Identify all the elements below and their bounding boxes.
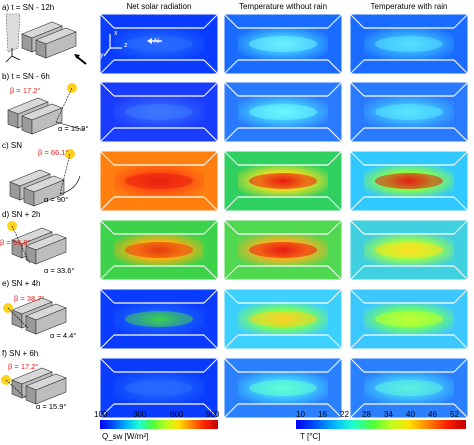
row-label-a: a) t = SN - 12h bbox=[2, 3, 55, 12]
field-panel-r0-c0 bbox=[100, 14, 218, 74]
beam-sketch-a bbox=[5, 13, 87, 65]
beam-sketch-f bbox=[1, 367, 67, 405]
north-arrow-icon bbox=[147, 38, 162, 44]
field-panel-r1-c1 bbox=[224, 82, 342, 142]
alpha-label-f: α = 15.9° bbox=[36, 402, 67, 411]
field-panel-r3-c0 bbox=[100, 220, 218, 280]
row-label-d: d) SN + 2h bbox=[2, 210, 41, 219]
row-label-c: c) SN bbox=[2, 141, 22, 150]
beam-sketch-b bbox=[7, 83, 85, 135]
beam-sketches bbox=[1, 13, 87, 405]
field-panel-r1-c0 bbox=[100, 82, 218, 142]
field-panel-r1-c2 bbox=[350, 82, 468, 142]
alpha-label-e: α = 4.4° bbox=[50, 331, 77, 340]
row-label-f: f) SN + 6h bbox=[2, 349, 39, 358]
beta-label-f: β = 17.2° bbox=[8, 362, 39, 371]
axes-indicator bbox=[103, 34, 122, 57]
temp-tick-2: 22 bbox=[340, 410, 349, 419]
solar-tick-1: 300 bbox=[133, 410, 147, 419]
beam-sketch-d bbox=[7, 221, 67, 265]
north-label: N bbox=[154, 38, 160, 45]
temp-colorbar-label: T [°C] bbox=[300, 432, 321, 441]
temp-tick-4: 34 bbox=[384, 410, 393, 419]
column-header-temp-no-rain: Temperature without rain bbox=[238, 2, 328, 11]
field-panel-r5-c1 bbox=[224, 358, 342, 418]
field-panel-r3-c1 bbox=[224, 220, 342, 280]
field-panel-r5-c2 bbox=[350, 358, 468, 418]
alpha-label-b: α = 15.9° bbox=[58, 124, 89, 133]
temp-tick-5: 40 bbox=[406, 410, 415, 419]
field-panel-r4-c1 bbox=[224, 289, 342, 349]
beta-label-c: β = 66.1° bbox=[38, 148, 69, 157]
column-header-temp-rain: Temperature with rain bbox=[370, 2, 448, 11]
alpha-label-c: α = 90° bbox=[44, 195, 69, 204]
temp-tick-1: 16 bbox=[318, 410, 327, 419]
row-label-e: e) SN + 4h bbox=[2, 279, 41, 288]
solar-tick-0: 100 bbox=[94, 410, 108, 419]
field-panel-r4-c0 bbox=[100, 289, 218, 349]
solar-tick-2: 600 bbox=[170, 410, 184, 419]
solar-colorbar-label: Q_sw [W/m²] bbox=[102, 432, 149, 441]
colorbar-solar bbox=[100, 420, 218, 429]
column-header-net-solar: Net solar radiation bbox=[126, 2, 192, 11]
beta-label-b: β = 17.2° bbox=[10, 86, 41, 95]
field-panel-r2-c2 bbox=[350, 151, 468, 211]
temp-tick-0: 10 bbox=[296, 410, 305, 419]
solar-tick-3: 900 bbox=[206, 410, 220, 419]
axis-x-label: x bbox=[114, 30, 118, 37]
axis-z-label: z bbox=[124, 42, 128, 49]
axis-y-label: y bbox=[100, 52, 104, 59]
field-panel-r5-c0 bbox=[100, 358, 218, 418]
field-panel-r4-c2 bbox=[350, 289, 468, 349]
beam-sketch-c bbox=[9, 149, 81, 207]
temp-tick-7: 52 bbox=[450, 410, 459, 419]
temp-tick-6: 46 bbox=[428, 410, 437, 419]
alpha-label-d: α = 33.6° bbox=[44, 266, 75, 275]
colorbar-temperature bbox=[296, 420, 466, 429]
field-panel-r0-c2 bbox=[350, 14, 468, 74]
field-panel-r2-c0 bbox=[100, 151, 218, 211]
field-panel-r3-c2 bbox=[350, 220, 468, 280]
beta-label-e: β = 38.7° bbox=[14, 294, 45, 303]
beta-label-d: β = 55.8° bbox=[0, 238, 31, 247]
field-panel-r0-c1 bbox=[224, 14, 342, 74]
field-panel-r2-c1 bbox=[224, 151, 342, 211]
temp-tick-3: 28 bbox=[362, 410, 371, 419]
beam-sketch-e bbox=[3, 297, 67, 335]
row-label-b: b) t = SN - 6h bbox=[2, 72, 50, 81]
